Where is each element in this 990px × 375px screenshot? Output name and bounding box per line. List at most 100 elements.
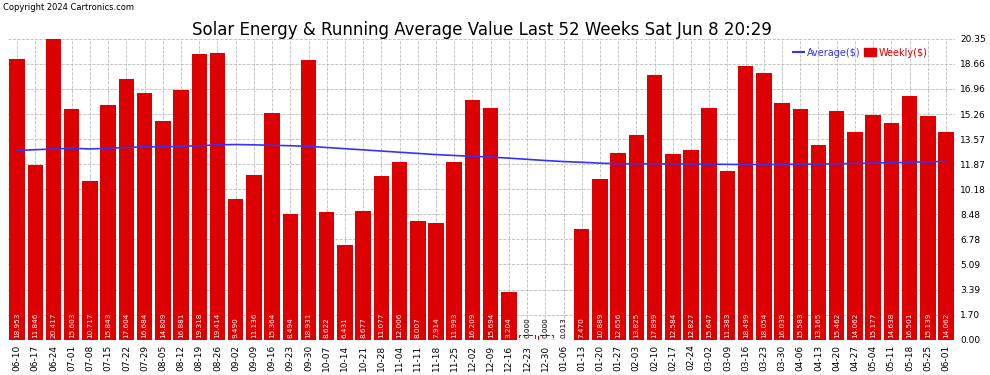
Text: 16.684: 16.684 <box>142 312 148 338</box>
Text: 19.318: 19.318 <box>196 312 202 338</box>
Bar <box>9 60 25 340</box>
Text: 14.809: 14.809 <box>159 312 165 338</box>
Bar <box>282 214 298 340</box>
Text: 16.039: 16.039 <box>779 312 785 338</box>
Bar <box>46 38 61 340</box>
Bar <box>28 165 43 340</box>
Bar <box>829 111 844 340</box>
Text: 16.209: 16.209 <box>469 312 475 338</box>
Text: 20.417: 20.417 <box>50 312 56 338</box>
Text: 8.494: 8.494 <box>287 317 293 338</box>
Text: 11.077: 11.077 <box>378 312 384 338</box>
Legend: Average($), Weekly($): Average($), Weekly($) <box>789 44 932 62</box>
Bar <box>392 162 407 340</box>
Bar <box>501 292 517 340</box>
Bar <box>137 93 152 340</box>
Text: 15.603: 15.603 <box>68 312 75 338</box>
Bar <box>155 121 170 340</box>
Bar <box>264 112 280 340</box>
Text: 10.717: 10.717 <box>87 312 93 338</box>
Bar <box>483 108 498 340</box>
Text: 7.914: 7.914 <box>433 317 439 338</box>
Text: 10.889: 10.889 <box>597 312 603 338</box>
Text: 15.139: 15.139 <box>925 312 931 338</box>
Bar <box>811 145 827 340</box>
Text: 16.881: 16.881 <box>178 312 184 338</box>
Bar <box>720 171 736 340</box>
Text: 17.899: 17.899 <box>651 312 657 338</box>
Bar <box>191 54 207 340</box>
Text: 15.583: 15.583 <box>797 312 803 338</box>
Bar <box>793 109 808 340</box>
Bar <box>338 244 352 340</box>
Bar <box>410 221 426 340</box>
Bar <box>64 109 79 340</box>
Bar <box>82 181 98 340</box>
Bar <box>865 115 881 340</box>
Text: 13.825: 13.825 <box>634 312 640 338</box>
Text: 15.647: 15.647 <box>706 312 712 338</box>
Text: 0.000: 0.000 <box>524 317 530 338</box>
Text: 12.656: 12.656 <box>615 312 621 338</box>
Text: 3.204: 3.204 <box>506 317 512 338</box>
Title: Solar Energy & Running Average Value Last 52 Weeks Sat Jun 8 20:29: Solar Energy & Running Average Value Las… <box>192 21 771 39</box>
Bar <box>429 223 444 340</box>
Text: 0.000: 0.000 <box>543 317 548 338</box>
Bar <box>119 80 134 340</box>
Text: 15.177: 15.177 <box>870 312 876 338</box>
Text: 15.462: 15.462 <box>834 312 840 338</box>
Text: 8.622: 8.622 <box>324 317 330 338</box>
Text: 12.584: 12.584 <box>670 312 676 338</box>
Text: 0.013: 0.013 <box>560 317 566 338</box>
Text: 12.827: 12.827 <box>688 312 694 338</box>
Bar <box>592 179 608 340</box>
Text: 9.490: 9.490 <box>233 317 239 338</box>
Bar <box>574 229 589 340</box>
Text: Copyright 2024 Cartronics.com: Copyright 2024 Cartronics.com <box>3 3 135 12</box>
Bar <box>464 100 480 340</box>
Text: 14.062: 14.062 <box>852 312 858 338</box>
Text: 15.694: 15.694 <box>488 312 494 338</box>
Text: 18.931: 18.931 <box>306 312 312 338</box>
Bar <box>373 176 389 340</box>
Text: 15.364: 15.364 <box>269 312 275 338</box>
Text: 18.953: 18.953 <box>14 312 20 338</box>
Text: 17.604: 17.604 <box>124 312 130 338</box>
Bar <box>355 211 371 340</box>
Text: 19.414: 19.414 <box>215 312 221 338</box>
Bar <box>210 53 225 340</box>
Text: 6.431: 6.431 <box>342 317 347 338</box>
Bar <box>665 154 680 340</box>
Text: 14.638: 14.638 <box>888 312 894 338</box>
Bar <box>611 153 626 340</box>
Text: 7.470: 7.470 <box>579 317 585 338</box>
Text: 18.499: 18.499 <box>742 312 748 338</box>
Bar <box>646 75 662 340</box>
Bar <box>939 132 953 340</box>
Bar <box>247 175 261 340</box>
Bar <box>520 335 535 340</box>
Bar <box>228 200 244 340</box>
Bar <box>173 90 189 340</box>
Text: 11.846: 11.846 <box>33 312 39 338</box>
Bar <box>683 150 699 340</box>
Bar <box>538 335 553 340</box>
Text: 18.054: 18.054 <box>761 312 767 338</box>
Text: 8.007: 8.007 <box>415 317 421 338</box>
Text: 11.136: 11.136 <box>250 312 256 338</box>
Bar <box>884 123 899 340</box>
Bar <box>301 60 316 340</box>
Bar <box>100 105 116 340</box>
Bar <box>756 73 771 340</box>
Bar <box>847 132 862 340</box>
Text: 16.501: 16.501 <box>907 312 913 338</box>
Bar <box>702 108 717 340</box>
Bar <box>738 66 753 340</box>
Bar <box>902 96 918 340</box>
Text: 12.006: 12.006 <box>397 312 403 338</box>
Text: 8.677: 8.677 <box>360 317 366 338</box>
Bar <box>920 116 936 340</box>
Bar <box>319 212 335 340</box>
Text: 14.062: 14.062 <box>943 312 949 338</box>
Bar <box>629 135 644 340</box>
